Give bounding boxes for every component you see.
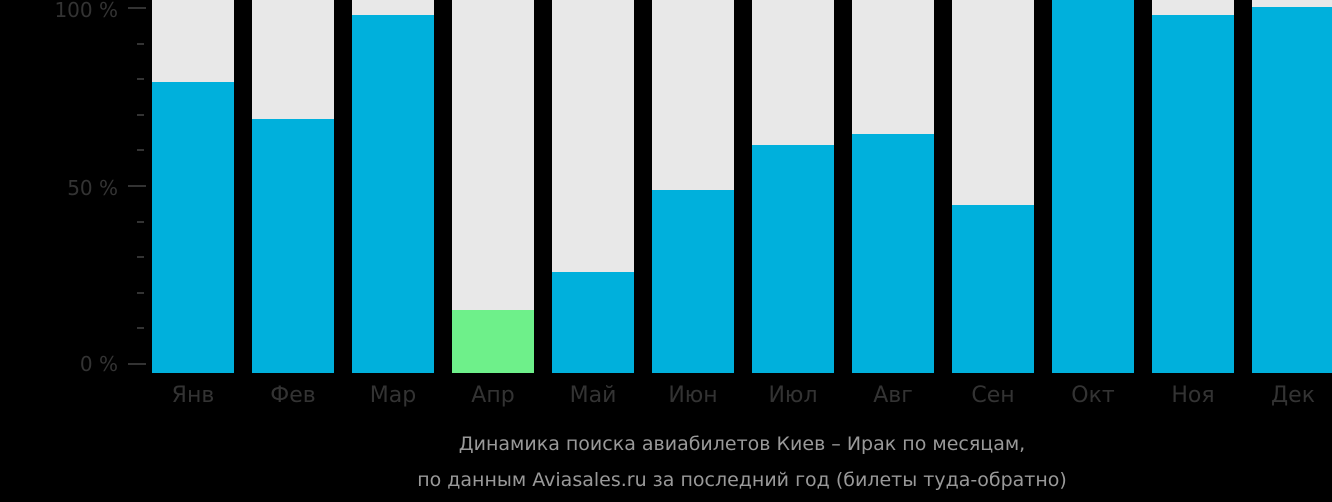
bar-1 [152, 0, 234, 373]
y-tick [137, 42, 144, 45]
bar-12 [1252, 0, 1332, 373]
x-label: Июл [768, 383, 818, 408]
y-tick [137, 78, 144, 81]
x-label: Окт [1071, 383, 1115, 408]
x-label: Янв [171, 383, 215, 408]
bar-6 [652, 0, 734, 373]
y-label-0: 0 % [79, 352, 118, 376]
bar-fill [552, 272, 634, 373]
bar-10 [1052, 0, 1134, 373]
x-label: Апр [471, 383, 515, 408]
bar-fill [1152, 15, 1234, 373]
y-tick [128, 7, 146, 9]
bar-fill [652, 190, 734, 373]
y-tick [137, 256, 144, 259]
y-tick [137, 220, 144, 223]
bar-2 [252, 0, 334, 373]
bar-fill [452, 310, 534, 373]
x-label: Мар [369, 383, 417, 408]
bar-fill [752, 145, 834, 373]
bar-4 [452, 0, 534, 373]
x-label: Ноя [1171, 383, 1215, 408]
y-label-100: 100 % [54, 0, 118, 22]
x-label: Май [569, 383, 617, 408]
y-label-50: 50 % [67, 176, 118, 200]
bar-fill [1252, 7, 1332, 373]
bar-fill [252, 119, 334, 373]
y-tick [137, 149, 144, 152]
bar-fill [352, 15, 434, 373]
bar-fill [152, 82, 234, 373]
x-label: Дек [1270, 383, 1315, 408]
bar-5 [552, 0, 634, 373]
bar-9 [952, 0, 1034, 373]
x-label: Июн [668, 383, 718, 408]
bar-fill [1052, 0, 1134, 373]
x-label: Авг [873, 383, 913, 408]
chart-title: Динамика поиска авиабилетов Киев – Ирак … [458, 433, 1026, 455]
y-tick [137, 327, 144, 330]
x-label: Сен [971, 383, 1015, 408]
y-tick [128, 185, 146, 187]
bar-7 [752, 0, 834, 373]
bar-fill [852, 134, 934, 373]
chart-subtitle: по данным Aviasales.ru за последний год … [417, 469, 1067, 491]
bar-fill [952, 205, 1034, 373]
bar-8 [852, 0, 934, 373]
y-tick [137, 113, 144, 116]
bar-3 [352, 0, 434, 373]
y-tick [128, 363, 146, 365]
bar-11 [1152, 0, 1234, 373]
x-label: Фев [270, 383, 316, 408]
y-tick [137, 291, 144, 294]
